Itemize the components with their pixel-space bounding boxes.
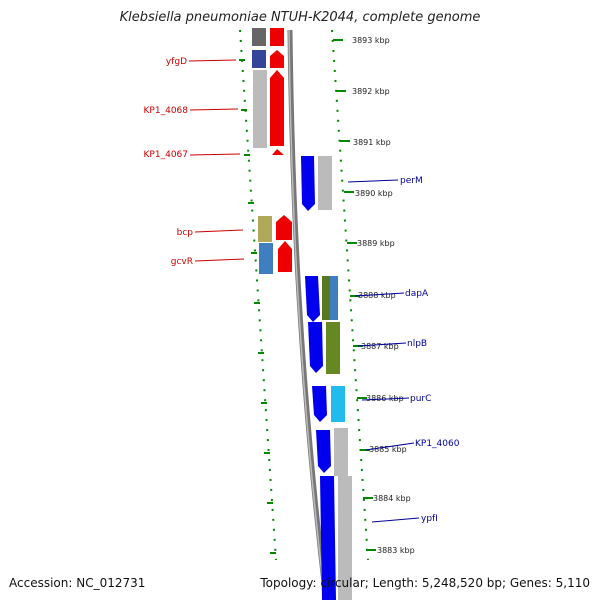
map-title: Klebsiella pneumoniae NTUH-K2044, comple… <box>119 10 481 25</box>
accession-text: Accession: NC_012731 <box>9 576 146 590</box>
right-gene-labels: perM dapA nlpB purC KP1_4060 ypfI <box>347 176 460 524</box>
forward-genes <box>252 28 292 274</box>
genome-backbone <box>287 29 329 600</box>
topology-text: Topology: circular; Length: 5,248,520 bp… <box>260 576 590 590</box>
kbp-labels: 3893 kbp 3892 kbp 3891 kbp 3890 kbp 3889… <box>352 36 415 555</box>
kbp-label: 3891 kbp <box>353 138 391 147</box>
gene-label: KP1_4068 <box>144 106 189 116</box>
kbp-label: 3885 kbp <box>369 445 407 454</box>
kbp-label: 3890 kbp <box>355 189 393 198</box>
kbp-label: 3888 kbp <box>358 291 396 300</box>
gene-label: gcvR <box>171 257 193 267</box>
kbp-label: 3884 kbp <box>373 494 411 503</box>
gene-label: perM <box>400 176 423 186</box>
gene-label: bcp <box>177 228 194 238</box>
kbp-label: 3883 kbp <box>377 546 415 555</box>
kbp-label: 3889 kbp <box>357 239 395 248</box>
kbp-label: 3892 kbp <box>352 87 390 96</box>
gene-label: ypfI <box>421 514 438 524</box>
kbp-label: 3893 kbp <box>352 36 390 45</box>
gene-label: KP1_4060 <box>415 439 460 449</box>
kbp-label: 3886 kbp <box>366 394 404 403</box>
kbp-label: 3887 kbp <box>361 342 399 351</box>
gene-label: dapA <box>405 289 429 299</box>
left-ruler-ticks <box>239 59 276 554</box>
gene-label: nlpB <box>407 339 427 349</box>
gene-label: KP1_4067 <box>144 150 188 160</box>
gene-label: purC <box>410 394 431 404</box>
reverse-genes <box>301 156 352 600</box>
left-gene-labels: yfgD KP1_4068 KP1_4067 bcp gcvR <box>144 57 245 267</box>
gene-label: yfgD <box>166 57 187 67</box>
